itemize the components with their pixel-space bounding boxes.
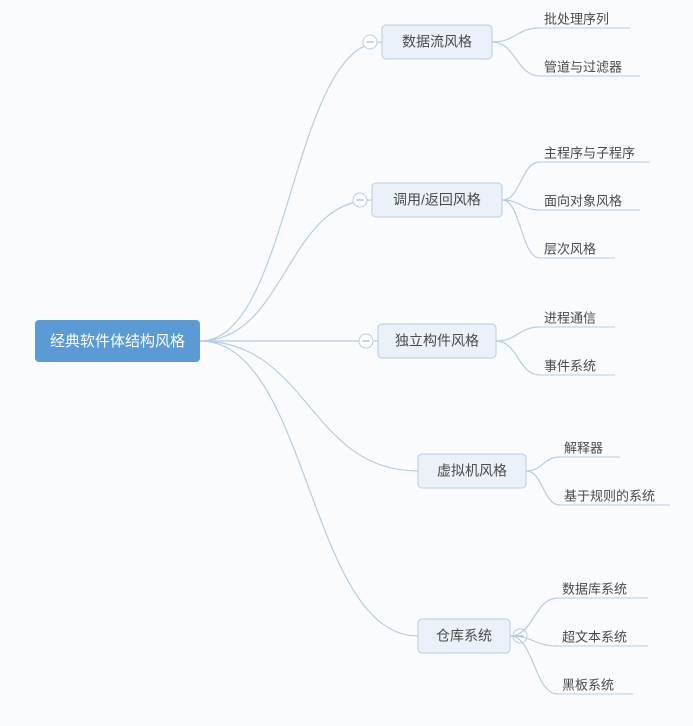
connector-branch-leaf: [502, 162, 540, 200]
connector-branch-leaf: [526, 471, 560, 505]
connector-branch-leaf: [496, 341, 540, 375]
leaf-label[interactable]: 管道与过滤器: [544, 59, 622, 74]
leaf-label[interactable]: 层次风格: [544, 241, 596, 256]
connector-root-branch: [200, 200, 372, 341]
branch-label: 独立构件风格: [395, 333, 479, 349]
connector-root-branch: [200, 341, 418, 471]
connector-branch-leaf: [496, 327, 540, 341]
connector-branch-leaf: [492, 42, 540, 76]
connector-root-branch: [200, 341, 418, 636]
branch-label: 仓库系统: [436, 628, 492, 644]
root-label: 经典软件体结构风格: [50, 333, 185, 350]
leaf-label[interactable]: 进程通信: [544, 310, 596, 325]
connector-root-branch: [200, 42, 382, 341]
leaf-label[interactable]: 面向对象风格: [544, 193, 622, 208]
leaf-label[interactable]: 基于规则的系统: [564, 488, 655, 503]
connector-branch-leaf: [492, 28, 540, 42]
connector-branch-leaf: [510, 636, 558, 694]
connector-branch-leaf: [502, 200, 540, 258]
leaf-label[interactable]: 事件系统: [544, 358, 596, 373]
branch-label: 虚拟机风格: [437, 463, 507, 479]
branch-label: 数据流风格: [402, 34, 472, 50]
branch-label: 调用/返回风格: [393, 192, 481, 208]
leaf-label[interactable]: 黑板系统: [562, 677, 614, 692]
mindmap-diagram: 经典软件体结构风格 数据流风格 批处理序列管道与过滤器调用/返回风格 主程序与子程序面…: [0, 0, 693, 726]
leaf-label[interactable]: 数据库系统: [562, 581, 627, 596]
leaf-label[interactable]: 解释器: [564, 440, 603, 455]
leaf-label[interactable]: 主程序与子程序: [544, 145, 635, 160]
leaf-label[interactable]: 超文本系统: [562, 629, 627, 644]
leaf-label[interactable]: 批处理序列: [544, 11, 609, 26]
connector-branch-leaf: [526, 457, 560, 471]
